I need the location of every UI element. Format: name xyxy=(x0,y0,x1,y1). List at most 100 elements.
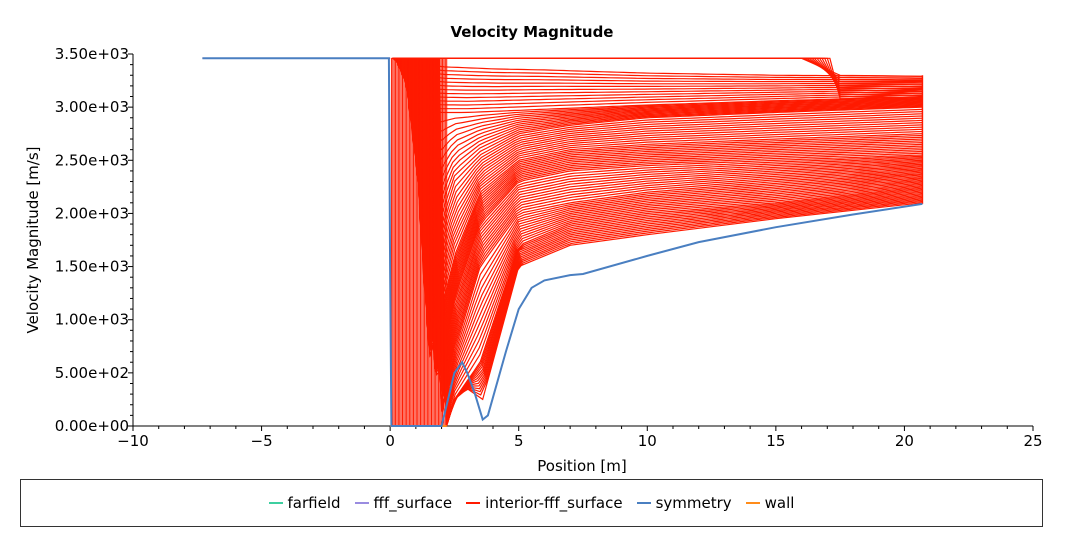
interior-curve xyxy=(430,58,923,416)
y-tick-label: 5.00e+02 xyxy=(55,364,129,382)
interior-curve xyxy=(410,58,923,358)
x-tick-label: 25 xyxy=(1023,432,1042,450)
interior-curve xyxy=(434,58,923,425)
plot-area: −10 −5 0 5 10 15 20 25 0.00e+00 5.00e+02 1.00e+03 1… xyxy=(55,45,1043,450)
legend-swatch xyxy=(268,502,283,504)
chart-canvas: Velocity Magnitude −10 −5 0 5 10 15 20 25 0.00e+… xyxy=(24,23,1043,475)
interior-curve xyxy=(426,58,923,402)
y-tick-label: 1.00e+03 xyxy=(55,311,129,329)
interior-curve xyxy=(419,58,923,377)
legend-swatch xyxy=(354,502,369,504)
interior-curve xyxy=(411,58,923,346)
y-tick-label: 3.00e+03 xyxy=(55,98,129,116)
interior-curve xyxy=(411,58,923,347)
interior-curve xyxy=(411,58,923,343)
interior-curve xyxy=(433,58,923,408)
interior-curve xyxy=(412,58,923,354)
y-tick-label: 0.00e+00 xyxy=(55,417,129,435)
x-tick-label: 15 xyxy=(766,432,785,450)
interior-curve xyxy=(392,57,923,85)
interior-curve xyxy=(422,58,923,412)
interior-curve xyxy=(404,58,923,284)
interior-curve xyxy=(392,57,923,88)
legend-label: fff_surface xyxy=(373,494,453,512)
interior-curve xyxy=(407,58,923,314)
interior-curve xyxy=(437,58,923,414)
interior-curve xyxy=(405,58,923,297)
interior-curve xyxy=(417,58,923,374)
y-tick-label: 1.50e+03 xyxy=(55,258,129,276)
interior-curve xyxy=(426,58,923,398)
legend-label: symmetry xyxy=(655,494,732,512)
interior-curve xyxy=(391,57,923,77)
legend-item-symmetry: symmetry xyxy=(636,494,732,512)
interior-curve xyxy=(410,58,923,351)
interior-curve xyxy=(435,58,923,422)
legend-label: wall xyxy=(764,494,795,512)
x-tick-label: 5 xyxy=(514,432,524,450)
interior-curve xyxy=(425,58,923,395)
x-tick-label: 0 xyxy=(385,432,395,450)
interior-curve xyxy=(412,58,923,350)
interior-curve xyxy=(394,58,923,106)
interior-curve xyxy=(396,58,923,149)
interior-curve xyxy=(401,58,923,254)
interior-curve xyxy=(424,58,923,396)
interior-curve xyxy=(413,58,923,357)
legend-label: interior-fff_surface xyxy=(485,494,623,512)
legend: farfield fff_surface interior-fff_surface s… xyxy=(20,479,1043,527)
interior-curve xyxy=(428,58,923,413)
interior-curve xyxy=(399,58,923,196)
interior-curve xyxy=(405,58,923,289)
interior-curve xyxy=(423,58,923,403)
interior-curve xyxy=(408,58,923,346)
y-tick-label: 2.00e+03 xyxy=(55,204,129,222)
interior-curve xyxy=(396,58,923,137)
legend-swatch xyxy=(745,502,760,504)
legend-item-interior-fff_surface: interior-fff_surface xyxy=(466,494,623,512)
interior-curve xyxy=(414,58,923,368)
legend-label: farfield xyxy=(287,494,341,512)
legend-item-wall: wall xyxy=(745,494,795,512)
interior-curve xyxy=(393,57,923,102)
interior-curve xyxy=(400,58,923,219)
interior-curve xyxy=(428,58,923,413)
interior-curve xyxy=(419,58,923,376)
interior-curve xyxy=(406,58,923,307)
y-axis-label: Velocity Magnitude [m/s] xyxy=(24,146,42,333)
interior-curve xyxy=(416,58,923,377)
interior-curve xyxy=(398,58,923,185)
x-tick-label: −5 xyxy=(251,432,273,450)
interior-curve xyxy=(431,58,923,414)
interior-curve xyxy=(402,58,923,266)
interior-curve xyxy=(394,58,923,110)
interior-curve xyxy=(435,58,923,420)
interior-curve xyxy=(430,58,923,415)
y-tick-label: 3.50e+03 xyxy=(55,45,129,63)
interior-curve xyxy=(392,57,923,101)
interior-curve xyxy=(433,58,923,426)
interior-curve xyxy=(408,58,923,331)
x-tick-label: 10 xyxy=(638,432,657,450)
interior-curve xyxy=(414,58,923,363)
interior-curve xyxy=(432,58,923,412)
interior-curve xyxy=(418,58,923,375)
interior-curve xyxy=(423,58,923,413)
interior-curve xyxy=(424,58,923,397)
interior-curve xyxy=(413,58,923,360)
interior-curve xyxy=(438,58,923,427)
interior-curve xyxy=(415,58,923,373)
y-tick-label: 2.50e+03 xyxy=(55,151,129,169)
interior-curve xyxy=(393,57,923,95)
interior-curve xyxy=(414,58,923,365)
interior-curve xyxy=(406,58,923,302)
legend-swatch xyxy=(636,502,651,504)
legend-item-fff_surface: fff_surface xyxy=(354,494,453,512)
interior-curve xyxy=(393,57,923,99)
interior-curve xyxy=(409,58,923,353)
interior-curve xyxy=(392,57,923,91)
interior-curve xyxy=(427,58,923,410)
x-axis-label: Position [m] xyxy=(537,457,627,475)
interior-curve xyxy=(401,58,923,236)
